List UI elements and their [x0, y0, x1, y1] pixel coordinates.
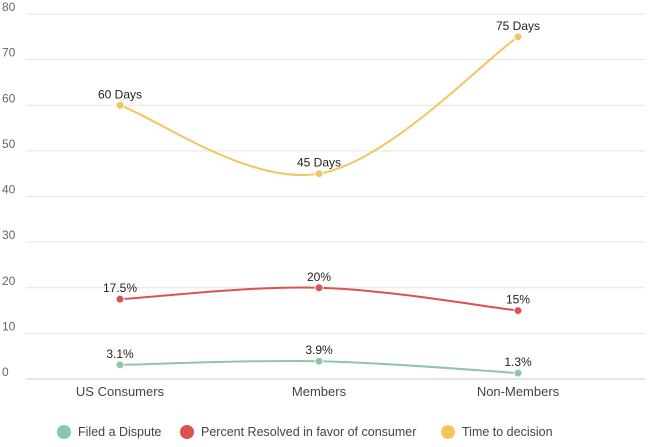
y-tick-label: 20	[2, 274, 16, 288]
y-tick-label: 50	[2, 137, 16, 151]
y-axis-tick-labels: 0 10 20 30 40 50 60 70 80	[2, 0, 16, 379]
y-tick-label: 0	[2, 365, 9, 379]
data-label: 75 Days	[496, 19, 540, 33]
data-point	[314, 283, 324, 293]
data-label: 17.5%	[103, 281, 137, 295]
legend-swatch	[57, 425, 71, 439]
data-label: 15%	[506, 293, 530, 307]
data-point	[513, 368, 523, 378]
y-tick-label: 70	[2, 46, 16, 60]
series-line-2	[119, 35, 519, 177]
legend-label: Time to decision	[462, 425, 553, 439]
y-tick-label: 30	[2, 228, 16, 242]
data-label: 1.3%	[504, 355, 532, 369]
x-category-label: US Consumers	[76, 384, 165, 399]
data-label: 3.9%	[305, 343, 333, 357]
data-point	[314, 356, 324, 366]
legend-label: Percent Resolved in favor of consumer	[201, 425, 416, 439]
y-tick-label: 40	[2, 183, 16, 197]
data-points	[115, 32, 523, 378]
data-point	[513, 306, 523, 316]
data-point	[314, 169, 324, 179]
legend-swatch	[180, 425, 194, 439]
x-category-label: Non-Members	[477, 384, 560, 399]
data-point	[115, 360, 125, 370]
data-label: 20%	[307, 270, 331, 284]
data-label: 3.1%	[106, 347, 134, 361]
data-point	[115, 100, 125, 110]
legend: Filed a Dispute Percent Resolved in favor…	[57, 425, 553, 439]
y-tick-label: 60	[2, 91, 16, 105]
data-labels: 3.1% 3.9% 1.3% 17.5% 20% 15% 60 Days 45 Days 75 …	[98, 19, 540, 369]
x-category-label: Members	[292, 384, 347, 399]
legend-swatch	[441, 425, 455, 439]
data-label: 60 Days	[98, 87, 142, 101]
data-point	[115, 294, 125, 304]
legend-label: Filed a Dispute	[78, 425, 161, 439]
grid-lines	[26, 13, 645, 380]
data-label: 45 Days	[297, 156, 341, 170]
x-axis-category-labels: US Consumers Members Non-Members	[76, 384, 560, 399]
data-point	[513, 32, 523, 42]
y-tick-label: 80	[2, 0, 16, 14]
y-tick-label: 10	[2, 319, 16, 333]
series-lines	[119, 35, 519, 375]
